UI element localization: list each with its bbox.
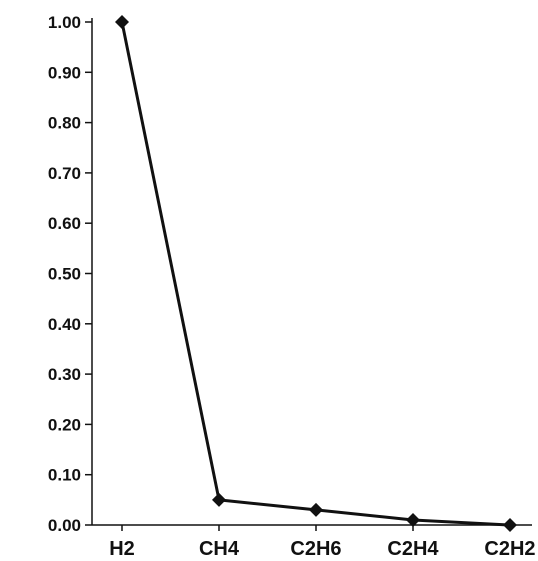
chart-axes bbox=[91, 18, 532, 526]
x-tick-label: CH4 bbox=[199, 538, 240, 560]
x-tick-label: C2H2 bbox=[484, 538, 535, 560]
series-line bbox=[120, 21, 511, 527]
y-tick-label: 0.30 bbox=[48, 365, 81, 384]
data-point-marker bbox=[212, 492, 226, 507]
y-tick-label: 0.10 bbox=[48, 466, 81, 485]
y-tick-label: 0.80 bbox=[48, 114, 81, 133]
x-tick-label: C2H4 bbox=[387, 538, 439, 560]
x-axis-ticks: H2 CH4 C2H6 C2H4 C2H2 bbox=[109, 525, 536, 560]
x-tick-label: C2H6 bbox=[290, 538, 341, 560]
data-point-marker bbox=[503, 518, 517, 532]
y-tick-label: 0.60 bbox=[48, 214, 81, 233]
y-tick-label: 0.50 bbox=[48, 265, 81, 284]
y-tick-label: 0.40 bbox=[48, 315, 81, 334]
y-axis-ticks: 0.00 0.10 0.20 0.30 0.40 0.50 0.60 0.70 0.80 0.90… bbox=[48, 13, 92, 535]
y-tick-label: 0.00 bbox=[48, 516, 81, 535]
y-tick-label: 0.70 bbox=[48, 164, 81, 183]
y-tick-label: 1.00 bbox=[48, 13, 81, 32]
series-group bbox=[115, 15, 517, 532]
x-tick-label: H2 bbox=[109, 538, 135, 560]
data-point-marker bbox=[115, 15, 129, 29]
y-tick-label: 0.20 bbox=[48, 415, 81, 434]
data-point-marker bbox=[406, 512, 420, 527]
data-point-marker bbox=[309, 502, 323, 517]
y-tick-label: 0.90 bbox=[48, 63, 81, 82]
